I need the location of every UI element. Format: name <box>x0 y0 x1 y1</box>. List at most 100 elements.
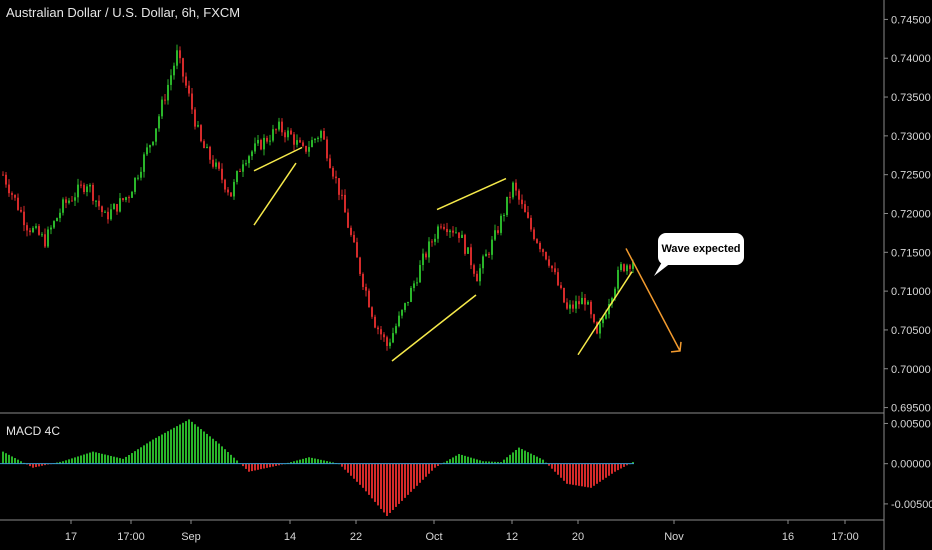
macd-bar <box>341 463 343 467</box>
candle <box>191 88 193 114</box>
macd-bar <box>467 456 469 464</box>
candle <box>29 227 31 236</box>
candle <box>116 203 118 215</box>
candle <box>554 262 556 275</box>
candle <box>170 69 172 91</box>
candle <box>485 249 487 257</box>
candle <box>143 152 145 178</box>
price-tick-label: 0.71000 <box>891 286 931 298</box>
candle <box>173 62 175 80</box>
macd-bar <box>38 463 40 467</box>
price-tick-label: 0.71500 <box>891 247 931 259</box>
macd-bar <box>167 431 169 464</box>
macd-bar <box>290 462 292 464</box>
macd-bar <box>626 463 628 466</box>
price-tick-label: 0.73500 <box>891 92 931 104</box>
candle <box>110 203 112 221</box>
macd-bar <box>101 453 103 464</box>
macd-bar <box>488 461 490 464</box>
macd-bar <box>320 459 322 464</box>
candle <box>608 298 610 319</box>
candle <box>470 243 472 269</box>
macd-bar <box>419 463 421 483</box>
candle <box>527 206 529 219</box>
time-tick-label: 12 <box>506 531 518 543</box>
callout-pointer <box>654 262 672 276</box>
macd-bar <box>77 456 79 464</box>
macd-bar <box>209 436 211 464</box>
macd-bar <box>413 463 415 489</box>
candle <box>197 121 199 128</box>
candle <box>206 143 208 149</box>
macd-bar <box>431 463 433 471</box>
macd-bar <box>500 462 502 464</box>
candle <box>68 197 70 205</box>
macd-bar <box>401 463 403 501</box>
candle <box>482 254 484 274</box>
macd-bar <box>407 463 409 495</box>
macd-bar <box>134 451 136 464</box>
macd-bar <box>254 463 256 471</box>
candle <box>287 127 289 141</box>
candle <box>395 323 397 335</box>
candle <box>389 338 391 349</box>
candle <box>56 217 58 222</box>
candle <box>455 227 457 234</box>
candle <box>359 256 361 276</box>
macd-bar <box>206 433 208 464</box>
macd-bar <box>572 463 574 485</box>
macd-bar <box>14 458 16 464</box>
candle <box>623 263 625 273</box>
macd-bar <box>503 459 505 464</box>
price-tick-label: 0.72000 <box>891 208 931 220</box>
macd-bar <box>188 419 190 464</box>
macd-bar <box>617 463 619 471</box>
candle <box>419 260 421 283</box>
trendlines <box>253 146 682 362</box>
candle <box>461 230 463 239</box>
macd-bar <box>422 463 424 480</box>
macd-bar <box>560 463 562 478</box>
candle <box>404 302 406 313</box>
indicator-title: MACD 4C <box>6 424 61 438</box>
macd-bar <box>566 463 568 484</box>
macd-bar <box>80 455 82 464</box>
candle <box>458 232 460 243</box>
macd-bar <box>224 449 226 464</box>
macd-bar <box>524 450 526 464</box>
candle <box>398 311 400 328</box>
candle <box>542 248 544 257</box>
candle <box>491 236 493 260</box>
candle <box>314 137 316 144</box>
price-tick-label: 0.74000 <box>891 53 931 65</box>
candle <box>320 129 322 142</box>
candle <box>215 158 217 170</box>
candle <box>89 183 91 193</box>
candle <box>449 229 451 238</box>
candle <box>179 46 181 64</box>
candle <box>410 285 412 303</box>
macd-bar <box>443 462 445 464</box>
macd-bar <box>362 463 364 488</box>
macd-bar <box>2 451 4 464</box>
macd-bar <box>593 463 595 486</box>
macd-bar <box>149 441 151 464</box>
macd-bar <box>326 461 328 464</box>
candle <box>341 189 343 200</box>
macd-bar <box>269 463 271 468</box>
candle <box>119 192 121 213</box>
candle <box>65 196 67 209</box>
macd-bar <box>389 463 391 513</box>
candle <box>536 238 538 244</box>
candle <box>464 233 466 256</box>
trendline <box>577 271 633 356</box>
candle <box>305 145 307 154</box>
candle <box>152 141 154 147</box>
macd-bar <box>125 456 127 464</box>
candle <box>584 293 586 311</box>
candle <box>425 251 427 260</box>
candle <box>629 263 631 275</box>
macd-bar <box>275 463 277 466</box>
candle <box>188 80 190 97</box>
macd-tick-label: 0.00500 <box>891 418 931 430</box>
